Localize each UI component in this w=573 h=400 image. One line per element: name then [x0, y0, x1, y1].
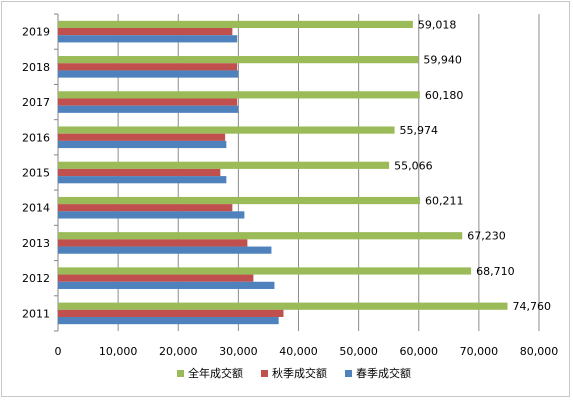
bar-2012-0: [58, 267, 472, 275]
data-label-2011: 74,760: [512, 300, 551, 313]
x-tick-label: 60,000: [400, 345, 439, 358]
legend-label-1: 秋季成交额: [272, 366, 327, 380]
bar-2014-1: [58, 204, 233, 212]
bar-2013-2: [58, 246, 272, 254]
x-tick-label: 0: [55, 345, 62, 358]
category-label-2016: 2016: [22, 131, 50, 144]
bar-2015-0: [58, 161, 390, 169]
bar-2016-0: [58, 126, 395, 134]
bar-2012-2: [58, 281, 275, 289]
bar-2016-1: [58, 133, 226, 141]
category-label-2014: 2014: [22, 202, 50, 215]
x-tick-label: 10,000: [99, 345, 138, 358]
data-label-2015: 55,066: [394, 159, 433, 172]
data-label-2018: 59,940: [423, 54, 462, 67]
category-label-2017: 2017: [22, 96, 50, 109]
x-tick-label: 50,000: [339, 345, 378, 358]
category-label-2012: 2012: [22, 272, 50, 285]
bar-2013-0: [58, 232, 463, 240]
data-label-2013: 67,230: [467, 230, 506, 243]
legend-swatch-2: [345, 370, 352, 377]
legend-swatch-0: [177, 370, 184, 377]
x-tick-label: 40,000: [279, 345, 318, 358]
bar-2016-2: [58, 140, 227, 149]
category-labels: 2019 2018 2017 2016 2015 2014 2013 2012 2011: [22, 26, 50, 321]
category-label-2015: 2015: [22, 167, 50, 180]
bar-2017-2: [58, 105, 239, 113]
bar-2013-1: [58, 239, 248, 247]
x-tick-label: 80,000: [520, 345, 559, 358]
data-labels: 59,018 59,940 60,180 55,974 55,066 60,211 67,2…: [394, 18, 551, 313]
bar-2018-1: [58, 63, 238, 71]
bar-2012-1: [58, 274, 254, 282]
bar-2015-1: [58, 168, 221, 177]
bars: [58, 20, 508, 325]
x-tick-label: 30,000: [219, 345, 258, 358]
bar-2014-2: [58, 211, 245, 219]
category-label-2013: 2013: [22, 237, 50, 250]
legend-label-0: 全年成交额: [188, 366, 243, 380]
value-axis-labels: 0 10,000 20,000 30,000 40,000 50,000 60,000 70,…: [55, 345, 559, 358]
data-label-2016: 55,974: [400, 124, 439, 137]
bar-2011-1: [58, 309, 284, 317]
bar-2018-2: [58, 70, 239, 78]
bar-2014-0: [58, 196, 421, 205]
bar-2019-0: [58, 20, 413, 29]
legend-label-2: 春季成交额: [356, 366, 411, 380]
bar-2019-1: [58, 28, 233, 36]
legend-swatch-1: [261, 370, 268, 377]
bar-2017-0: [58, 91, 420, 99]
x-tick-label: 70,000: [460, 345, 499, 358]
category-label-2019: 2019: [22, 26, 50, 39]
data-label-2017: 60,180: [425, 89, 464, 102]
data-label-2014: 60,211: [425, 195, 464, 208]
x-tick-label: 20,000: [159, 345, 198, 358]
bar-2019-2: [58, 35, 238, 43]
data-label-2019: 59,018: [418, 18, 457, 31]
bar-2011-0: [58, 302, 508, 310]
bar-2017-1: [58, 98, 238, 106]
legend: 全年成交额 秋季成交额 春季成交额: [177, 366, 411, 380]
category-label-2018: 2018: [22, 61, 50, 74]
bar-2015-2: [58, 176, 227, 184]
data-label-2012: 68,710: [476, 265, 515, 278]
category-label-2011: 2011: [22, 307, 50, 320]
bar-2018-0: [58, 56, 419, 64]
bar-2011-2: [58, 316, 279, 325]
